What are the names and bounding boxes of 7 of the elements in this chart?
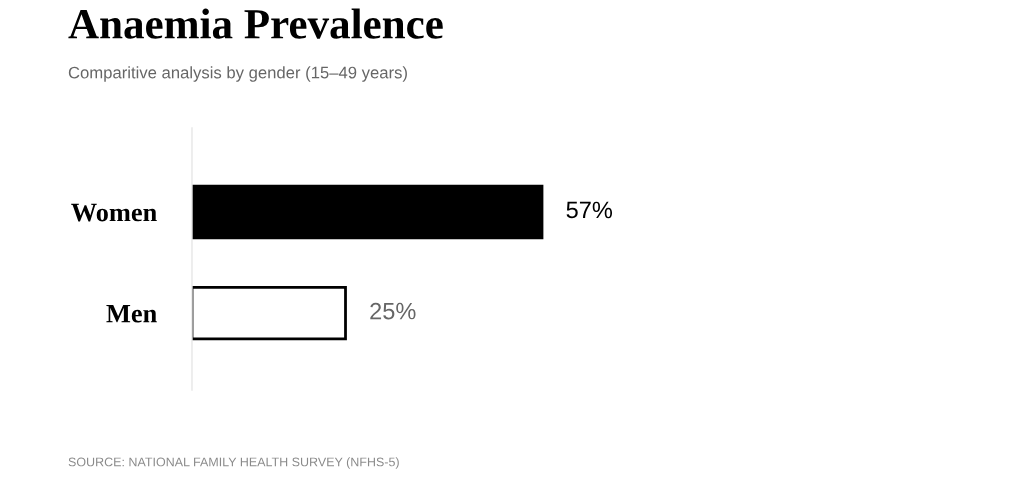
data-label: 25% — [370, 302, 416, 320]
y-tick-label: Women — [71, 203, 157, 222]
data-label: 57% — [566, 201, 613, 219]
chart-title: Anaemia Prevalence — [68, 8, 443, 39]
source-note: SOURCE: NATIONAL FAMILY HEALTH SURVEY (NFHS-5) — [68, 457, 399, 469]
chart-subtitle: Comparitive analysis by gender (15–49 years) — [68, 66, 407, 82]
y-tick-label: Men — [106, 304, 157, 323]
